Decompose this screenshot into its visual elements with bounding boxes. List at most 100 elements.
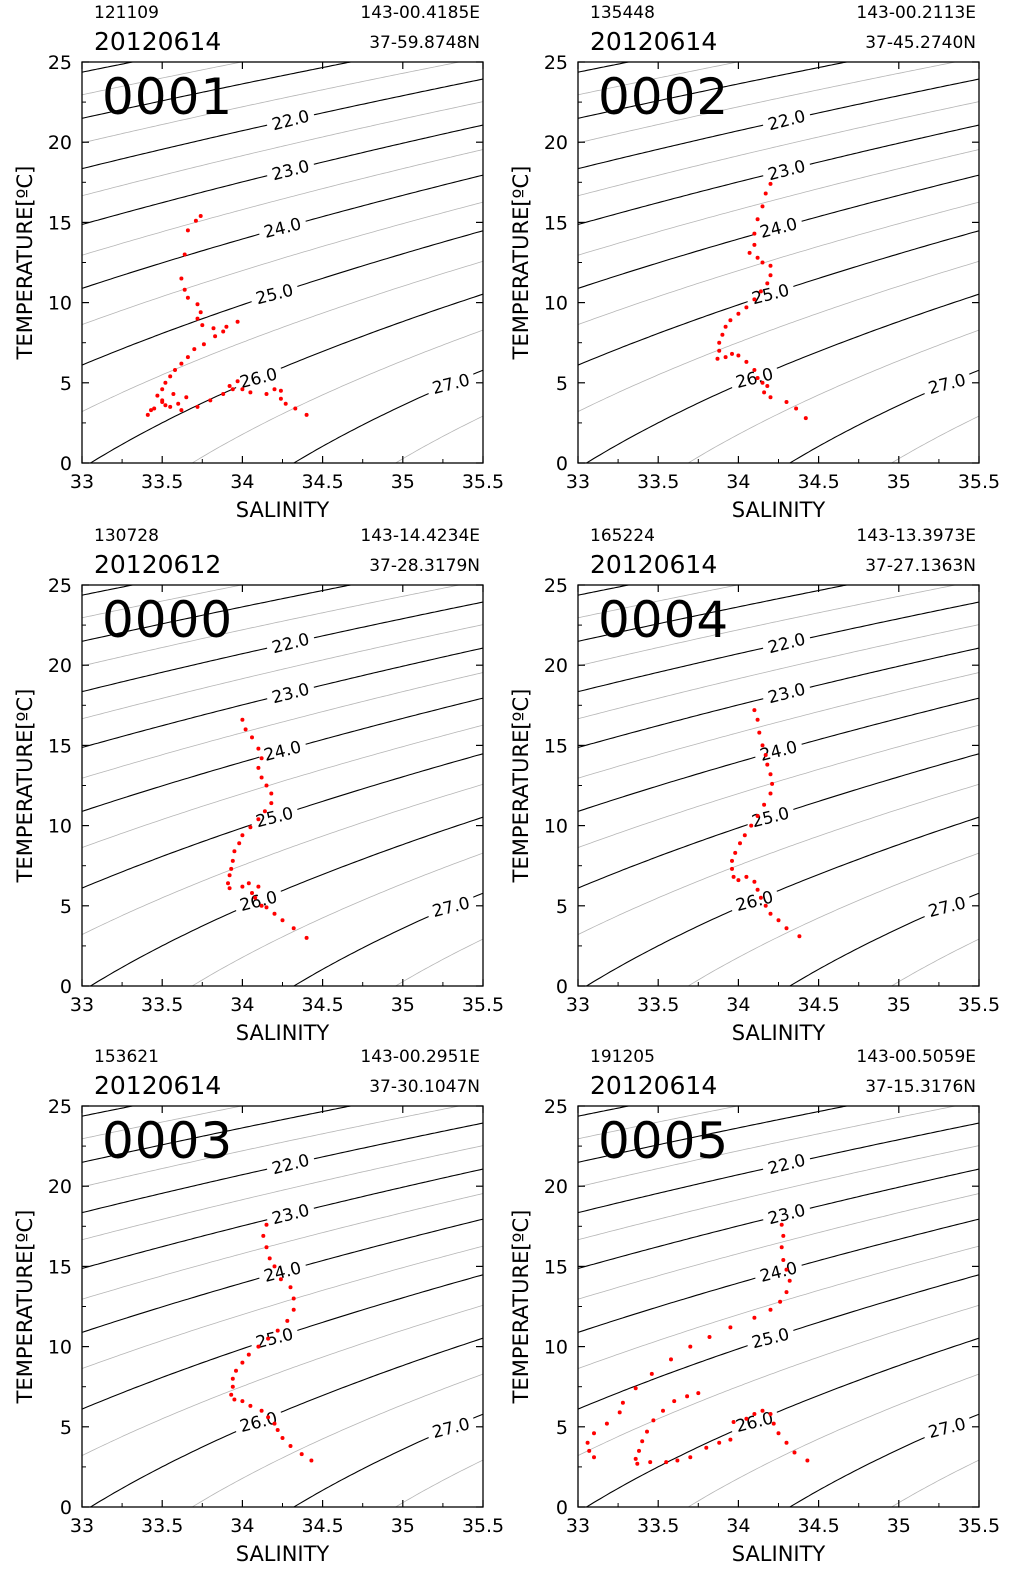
panel-0001: 22.023.024.025.026.0 27.033 33.5 34 34.5 35 35… (13, 3, 504, 522)
y-tick-label: 10 (48, 293, 72, 315)
profile-point (762, 802, 767, 807)
profile-point (765, 281, 770, 286)
contour-label: 27.0 (926, 1414, 968, 1443)
y-tick-label: 25 (48, 575, 72, 597)
x-axis-title: SALINITY (236, 1542, 330, 1566)
isopycnal-minor-line (578, 1106, 740, 1140)
station-latitude: 37-28.3179N (369, 556, 480, 576)
station-time: 191205 (590, 1047, 655, 1067)
profile-point (720, 332, 725, 337)
profile-point (768, 1307, 773, 1312)
profile-point (250, 891, 254, 895)
profile-point (707, 1335, 712, 1339)
profile-point (229, 1392, 234, 1397)
contour-lines: 22.023.024.025.026.0 27.0 (578, 62, 979, 463)
profile-point (160, 398, 165, 403)
profile-point (229, 866, 234, 871)
profile-point (179, 276, 184, 281)
isopycnal-major-line (89, 1337, 483, 1507)
contour-label-bg (264, 626, 316, 658)
contour-label-bg (424, 890, 477, 922)
profile-point (755, 887, 760, 892)
isopycnal-minor-line (578, 1145, 979, 1241)
profile-point (768, 395, 773, 400)
station-number: 0002 (598, 68, 729, 126)
contour-label: 23.0 (270, 1201, 312, 1230)
isopycnal-major-line (82, 62, 354, 119)
y-tick-label: 25 (48, 1096, 72, 1118)
isopycnal-major-line (585, 816, 979, 986)
isopycnal-major-line (578, 62, 850, 119)
profile-point (696, 1391, 701, 1396)
contour-label: 25.0 (254, 1325, 296, 1354)
profile-point (787, 1278, 792, 1283)
station-time: 121109 (94, 3, 159, 23)
profile-point (267, 1256, 272, 1261)
y-tick-label: 0 (60, 453, 72, 475)
contour-label: 27.0 (430, 370, 472, 399)
profile-point (728, 1437, 733, 1442)
profile-point (264, 905, 269, 910)
profile-point (757, 730, 762, 735)
profile-point (633, 1456, 638, 1461)
profile-point (256, 765, 261, 770)
contour-label: 25.0 (750, 281, 792, 310)
profile-point (752, 1315, 757, 1320)
profile-point (752, 1412, 757, 1416)
profile-point (749, 823, 754, 828)
contour-label: 25.0 (750, 1325, 792, 1354)
station-longitude: 143-13.3973E (856, 526, 976, 546)
profile-point (259, 756, 264, 761)
profile-point (752, 879, 757, 884)
isopycnal-major-line (578, 585, 632, 596)
isopycnal-minor-line (82, 149, 483, 256)
profile-point (248, 1403, 253, 1408)
profile-point (171, 392, 176, 396)
profile-point (256, 817, 261, 822)
y-tick-label: 15 (544, 212, 568, 234)
profile-point (149, 408, 153, 413)
profile-point (240, 387, 245, 392)
x-tick-label: 33 (70, 994, 94, 1016)
profile-point (688, 1344, 693, 1349)
isopycnal-minor-line (82, 585, 244, 619)
isopycnal-minor-line (82, 1193, 483, 1300)
panel-0002: 22.023.024.025.026.0 27.033 33.5 34 34.5 35 35… (509, 3, 1000, 522)
profile-point (235, 379, 240, 384)
profile-point (266, 1336, 271, 1341)
profile-point (176, 401, 181, 406)
profile-points (226, 717, 309, 940)
profile-point (253, 895, 258, 900)
isopycnal-minor-line (890, 938, 979, 986)
station-number: 0004 (598, 591, 729, 649)
contour-label-bg (920, 1411, 973, 1443)
profile-point (264, 392, 269, 396)
contour-label-bg (232, 884, 284, 916)
contour-label: 22.0 (270, 1151, 312, 1180)
x-tick-label: 35 (887, 1515, 911, 1537)
station-number: 0000 (102, 591, 233, 649)
x-tick-label: 35 (887, 994, 911, 1016)
profile-point (765, 384, 770, 388)
x-axis-title: SALINITY (732, 1021, 826, 1045)
profile-point (234, 1368, 238, 1373)
profile-point (246, 881, 251, 886)
profile-point (269, 801, 274, 806)
contour-label-bg (744, 800, 796, 832)
contour-label-bg (760, 1197, 812, 1229)
isopycnal-minor-line (394, 1459, 483, 1507)
station-time: 130728 (94, 526, 159, 546)
profile-point (213, 334, 218, 339)
isopycnal-minor-line (578, 783, 979, 935)
profile-point (275, 1428, 280, 1432)
profile-point (195, 302, 200, 307)
station-time: 135448 (590, 3, 655, 23)
isopycnal-major-line (578, 1106, 850, 1163)
isopycnal-major-line (82, 1106, 354, 1163)
profile-point (736, 878, 741, 883)
profile-points (715, 181, 808, 421)
profile-point (259, 775, 264, 780)
profile-point (145, 412, 150, 417)
isopycnal-minor-line (578, 260, 979, 412)
contour-label-bg (752, 1255, 804, 1287)
